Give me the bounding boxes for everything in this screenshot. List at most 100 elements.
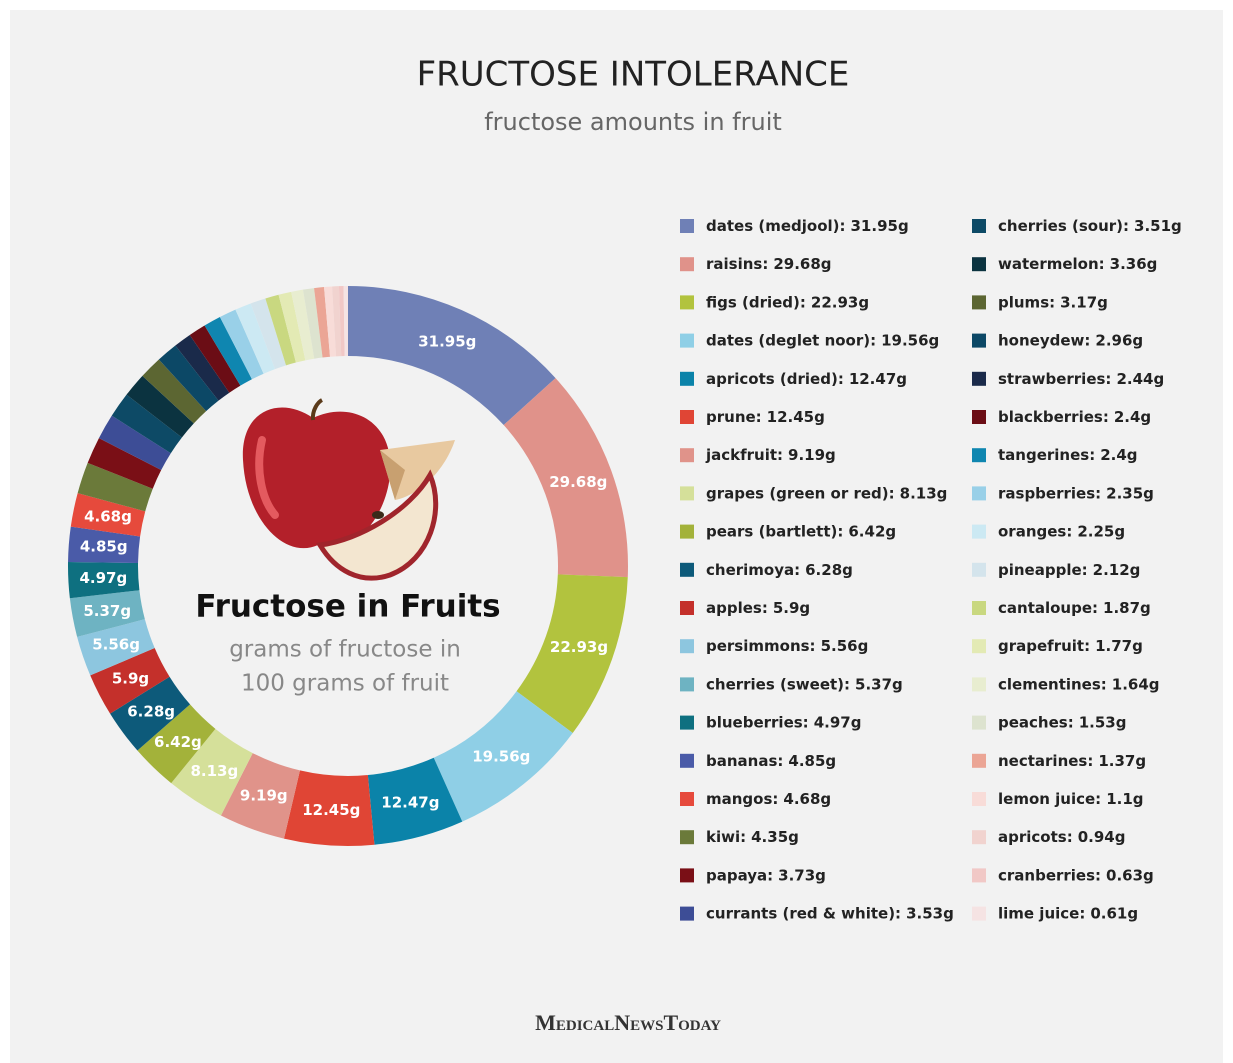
legend-label: plums:3.17g <box>998 293 1108 311</box>
legend-label: tangerines:2.4g <box>998 446 1138 464</box>
legend-swatch <box>680 601 694 615</box>
legend-value: 29.68g <box>773 255 831 273</box>
legend-value: 4.97g <box>814 713 862 731</box>
slice-label: 5.37g <box>83 602 131 620</box>
page: FRUCTOSE INTOLERANCE fructose amounts in… <box>0 0 1233 1063</box>
legend-label: oranges:2.25g <box>998 522 1125 540</box>
legend-label: raspberries:2.35g <box>998 484 1154 502</box>
legend-name: papaya: <box>706 866 773 884</box>
legend-label: dates (medjool):31.95g <box>706 217 909 235</box>
legend-value: 1.37g <box>1098 751 1146 769</box>
legend-label: pineapple:2.12g <box>998 560 1140 578</box>
slice-label: 4.97g <box>79 569 127 587</box>
legend-label: peaches: 1.53g <box>998 713 1126 731</box>
legend-label: dates (deglet noor): 19.56g <box>706 331 939 349</box>
legend-value: 3.17g <box>1060 293 1108 311</box>
legend-label: strawberries: 2.44g <box>998 369 1164 387</box>
legend-value: 4.85g <box>788 751 836 769</box>
legend-swatch <box>680 334 694 348</box>
slice-label: 6.42g <box>154 733 202 751</box>
legend-name: strawberries: <box>998 369 1111 387</box>
legend-value: 3.53g <box>906 904 954 922</box>
legend-label: pears (bartlett):6.42g <box>706 522 896 540</box>
legend-label: kiwi: 4.35g <box>706 828 799 846</box>
legend-label: cherimoya: 6.28g <box>706 560 853 578</box>
legend-value: 4.35g <box>751 828 799 846</box>
legend-value: 3.36g <box>1110 255 1158 273</box>
slice-label: 22.93g <box>550 638 608 656</box>
legend-swatch <box>972 792 986 806</box>
legend-label: jackfruit:9.19g <box>705 446 836 464</box>
legend-value: 1.87g <box>1103 599 1151 617</box>
slice-label: 29.68g <box>549 473 607 491</box>
slice-label: 8.13g <box>190 762 238 780</box>
legend-label: cantaloupe:1.87g <box>998 599 1151 617</box>
legend-value: 12.45g <box>767 408 825 426</box>
legend-swatch <box>972 295 986 309</box>
legend-name: clementines: <box>998 675 1107 693</box>
legend-value: 5.37g <box>855 675 903 693</box>
legend-value: 1.64g <box>1112 675 1160 693</box>
legend-value: 22.93g <box>811 293 869 311</box>
legend-value: 2.35g <box>1106 484 1154 502</box>
legend-value: 2.12g <box>1093 560 1141 578</box>
legend-value: 3.73g <box>778 866 826 884</box>
chart-title: FRUCTOSE INTOLERANCE <box>417 55 850 95</box>
legend-swatch <box>972 754 986 768</box>
legend-name: tangerines: <box>998 446 1095 464</box>
legend-swatch <box>972 410 986 424</box>
legend-value: 1.53g <box>1079 713 1127 731</box>
legend-name: oranges: <box>998 522 1072 540</box>
legend-label: cranberries: 0.63g <box>998 866 1154 884</box>
legend-label: apples:5.9g <box>706 599 810 617</box>
legend-name: watermelon: <box>998 255 1105 273</box>
legend-label: apricots (dried):12.47g <box>706 369 907 387</box>
legend-value: 3.51g <box>1134 217 1182 235</box>
slice-label: 5.56g <box>92 636 140 654</box>
legend-name: blueberries: <box>706 713 809 731</box>
legend-swatch <box>680 907 694 921</box>
legend-value: 5.9g <box>773 599 810 617</box>
legend-name: apricots (dried): <box>706 369 844 387</box>
legend-swatch <box>680 677 694 691</box>
legend-name: grapefruit: <box>998 637 1090 655</box>
legend-name: bananas: <box>706 751 783 769</box>
legend-value: 6.28g <box>805 560 853 578</box>
legend-name: peaches: <box>998 713 1074 731</box>
legend-name: cranberries: <box>998 866 1101 884</box>
legend-label: lime juice:0.61g <box>998 904 1138 922</box>
legend-label: lemon juice:1.1g <box>998 790 1144 808</box>
slice-label: 19.56g <box>472 748 530 766</box>
slice-label: 5.9g <box>112 669 149 687</box>
legend-swatch <box>680 525 694 539</box>
legend-name: kiwi: <box>706 828 746 846</box>
center-title: Fructose in Fruits <box>195 589 500 625</box>
legend-swatch <box>680 448 694 462</box>
legend-swatch <box>972 219 986 233</box>
legend-label: grapes (green or red):8.13g <box>706 484 947 502</box>
legend-name: dates (deglet noor): <box>706 331 876 349</box>
legend-name: raisins: <box>706 255 768 273</box>
legend-swatch <box>680 219 694 233</box>
legend-swatch <box>972 448 986 462</box>
slice-label: 31.95g <box>418 333 476 351</box>
legend-label: blueberries: 4.97g <box>706 713 861 731</box>
legend-swatch <box>680 792 694 806</box>
legend-swatch <box>680 639 694 653</box>
legend-label: nectarines:1.37g <box>998 751 1146 769</box>
legend-name: currants (red & white): <box>706 904 901 922</box>
legend-label: cherries (sweet):5.37g <box>706 675 903 693</box>
legend-value: 2.44g <box>1116 369 1164 387</box>
legend-value: 1.77g <box>1095 637 1143 655</box>
legend-swatch <box>972 639 986 653</box>
legend-swatch <box>680 868 694 882</box>
legend-name: cherimoya: <box>706 560 800 578</box>
legend-swatch <box>972 525 986 539</box>
legend-value: 6.42g <box>848 522 896 540</box>
legend-value: 8.13g <box>900 484 948 502</box>
slice-label: 6.28g <box>127 702 175 720</box>
legend-label: persimmons:5.56g <box>706 637 868 655</box>
legend-label: figs (dried):22.93g <box>706 293 869 311</box>
legend-value: 19.56g <box>881 331 939 349</box>
legend-value: 0.63g <box>1106 866 1154 884</box>
